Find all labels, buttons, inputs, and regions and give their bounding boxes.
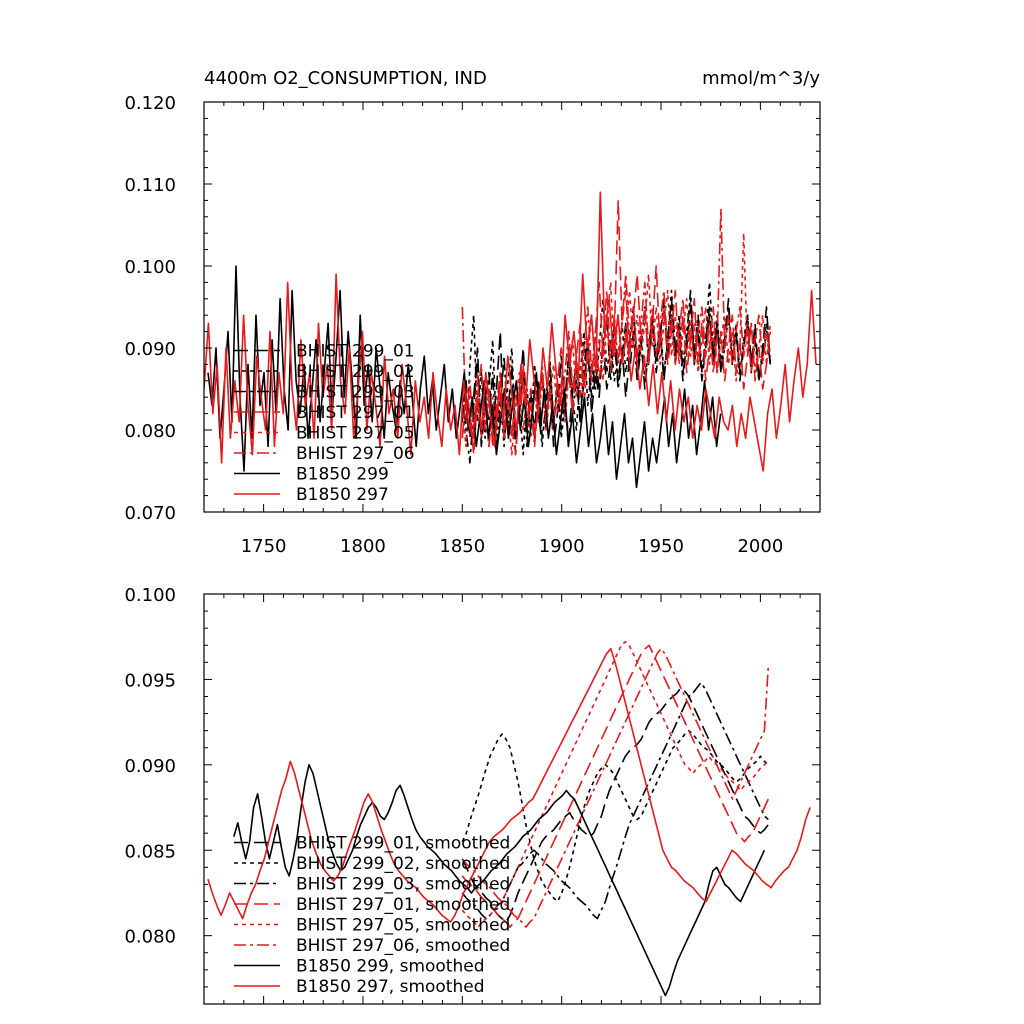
plot-frame	[203, 101, 821, 513]
legend-label: B1850 299	[296, 465, 389, 485]
series-line-1-6	[233, 763, 766, 997]
series-line-0-2	[461, 289, 772, 464]
series-line-0-5	[461, 207, 772, 448]
legend-label: BHIST 299_02, smoothed	[296, 854, 510, 874]
legend-label: B1850 297, smoothed	[296, 977, 485, 997]
y-tick-label: 0.085	[124, 841, 176, 862]
series-line-1-3	[461, 644, 770, 928]
x-tick-label: 1850	[439, 536, 485, 557]
y-tick-label: 0.080	[124, 421, 176, 442]
legend-label: BHIST 299_03	[296, 383, 415, 403]
series-line-0-6	[207, 265, 722, 489]
series-line-0-7	[204, 191, 817, 472]
x-tick-label: 1750	[241, 536, 287, 557]
top-series-lines	[204, 191, 817, 489]
legend-label: BHIST 299_03, smoothed	[296, 875, 510, 895]
legend-label: B1850 299, smoothed	[296, 957, 485, 977]
x-tick-label: 1800	[340, 536, 386, 557]
legend-label: BHIST 297_05, smoothed	[296, 916, 510, 936]
bottom-series-lines	[207, 640, 811, 997]
x-tick-label: 2000	[737, 536, 783, 557]
legend-label: BHIST 297_06	[296, 444, 415, 464]
bottom-panel: 0.080 0.085 0.090 0.095 0.100 BHIST 299_01, …	[124, 585, 821, 1005]
x-tick-label: 1950	[638, 536, 684, 557]
legend-label: B1850 297	[296, 485, 389, 505]
legend-label: BHIST 299_01, smoothed	[296, 834, 510, 854]
x-tick-label: 1900	[539, 536, 585, 557]
y-tick-label: 0.100	[124, 257, 176, 278]
legend-label: BHIST 297_06, smoothed	[296, 936, 510, 956]
legend-label: BHIST 297_05	[296, 424, 415, 444]
bottom-axes: 0.080 0.085 0.090 0.095 0.100	[124, 585, 821, 1005]
top-panel: 4400m O2_CONSUMPTION, IND mmol/m^3/y 175…	[124, 68, 821, 557]
top-panel-title: 4400m O2_CONSUMPTION, IND	[204, 68, 487, 89]
series-line-1-7	[207, 647, 811, 923]
legend-label: BHIST 297_01	[296, 403, 415, 423]
y-tick-label: 0.090	[124, 756, 176, 777]
y-tick-label: 0.090	[124, 339, 176, 360]
legend-label: BHIST 299_01	[296, 342, 415, 362]
y-tick-label: 0.095	[124, 670, 176, 691]
y-tick-label: 0.100	[124, 585, 176, 606]
top-panel-units: mmol/m^3/y	[702, 68, 820, 89]
series-line-1-2	[461, 681, 769, 920]
top-axes: 1750 1800 1850 1900 1950 2000 0.070 0.080 0.090 0…	[124, 93, 821, 557]
y-tick-label: 0.110	[124, 175, 176, 196]
y-tick-label: 0.080	[124, 927, 176, 948]
legend-label: BHIST 299_02	[296, 362, 415, 382]
series-line-0-4	[461, 232, 772, 456]
y-tick-label: 0.120	[124, 93, 176, 114]
legend-label: BHIST 297_01, smoothed	[296, 895, 510, 915]
series-line-1-5	[461, 647, 770, 928]
series-line-1-1	[461, 729, 769, 903]
y-tick-label: 0.070	[124, 503, 176, 524]
